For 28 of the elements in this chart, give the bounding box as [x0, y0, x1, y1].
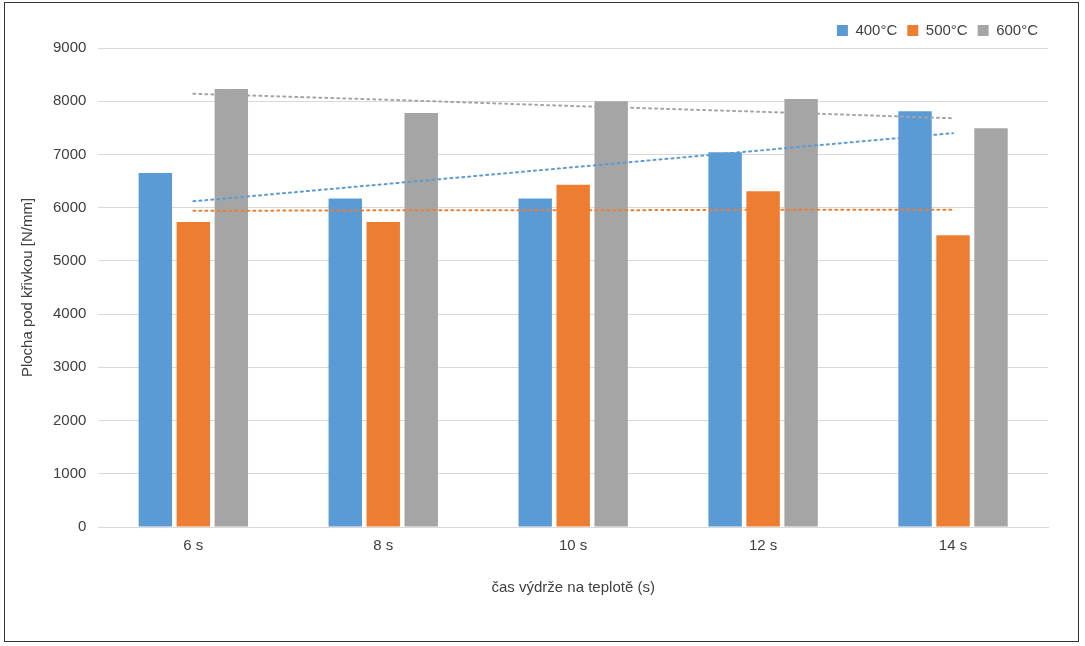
bar [518, 198, 552, 527]
y-tick-label: 1000 [52, 463, 87, 481]
bar [138, 173, 173, 527]
bar [176, 222, 211, 527]
y-tick-label: 2000 [52, 410, 87, 428]
legend-label: 600°C [996, 20, 1039, 38]
x-tick-label: 8 s [373, 536, 394, 554]
bar [974, 128, 1008, 527]
x-tick-label: 12 s [748, 536, 778, 554]
y-tick-label: 6000 [52, 197, 87, 215]
y-tick-label: 3000 [52, 357, 87, 375]
y-tick-label: 0 [78, 517, 87, 535]
bar [936, 235, 970, 527]
x-tick-label: 10 s [559, 536, 588, 554]
bar [404, 112, 438, 527]
y-tick-label: 9000 [52, 38, 87, 56]
legend-label: 400°C [855, 20, 898, 38]
y-tick-label: 8000 [52, 91, 87, 109]
y-tick-label: 5000 [52, 251, 87, 269]
x-tick-label: 14 s [938, 536, 968, 554]
x-axis-title: čas výdrže na teplotě (s) [491, 578, 655, 596]
legend-label: 500°C [925, 20, 968, 38]
y-tick-label: 4000 [52, 304, 87, 322]
bar [328, 198, 362, 527]
y-tick-label: 7000 [52, 144, 87, 162]
x-tick-label: 6 s [183, 536, 204, 554]
y-axis-title: Plocha pod křivkou [N/mm] [18, 197, 36, 378]
bar [366, 222, 400, 527]
